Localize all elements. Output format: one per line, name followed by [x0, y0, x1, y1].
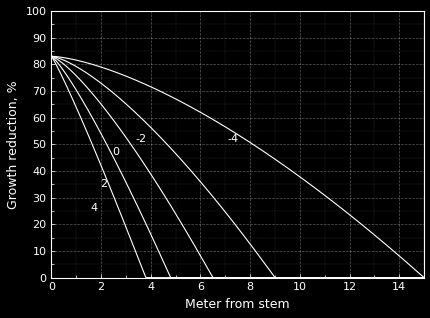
Text: -4: -4: [227, 134, 238, 144]
Text: -2: -2: [135, 134, 146, 144]
Text: 4: 4: [90, 203, 97, 213]
Y-axis label: Growth reduction, %: Growth reduction, %: [7, 80, 20, 209]
X-axis label: Meter from stem: Meter from stem: [185, 298, 289, 311]
Text: 0: 0: [112, 147, 119, 157]
Text: 2: 2: [100, 179, 107, 189]
